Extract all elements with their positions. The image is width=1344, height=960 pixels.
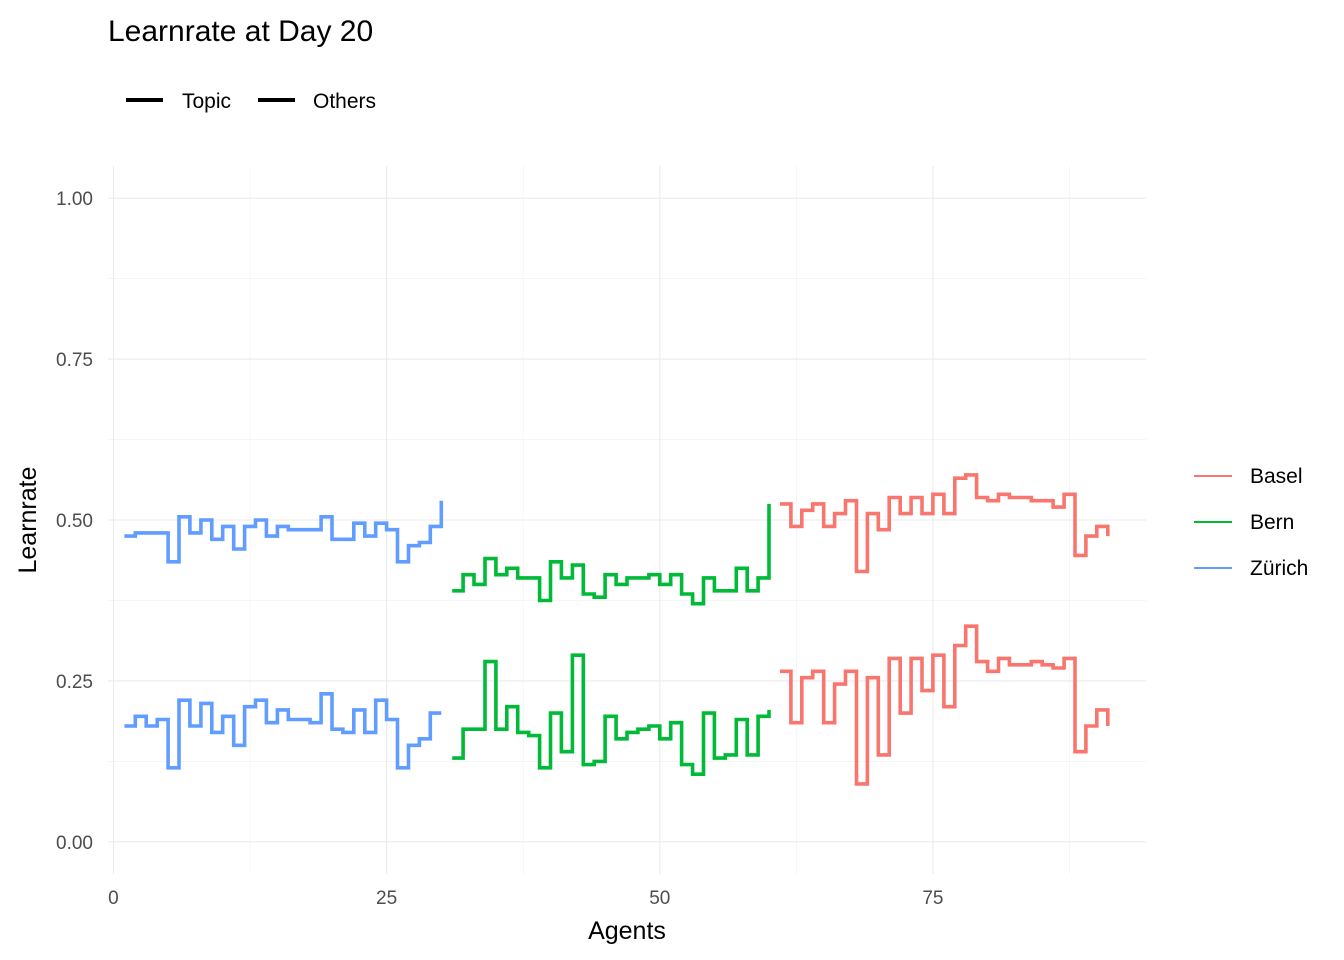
- y-axis-title: Learnrate: [14, 466, 42, 573]
- legend-label-others: Others: [313, 90, 376, 113]
- y-tick-label: 0.75: [56, 350, 93, 371]
- chart-title: Learnrate at Day 20: [108, 15, 373, 48]
- tick-labels: 0 25 50 75 0.00 0.25 0.50 0.75 1.00: [56, 189, 943, 909]
- x-tick-label: 75: [922, 888, 943, 909]
- legend-label-topic: Topic: [182, 90, 231, 113]
- linetype-legend: Topic Others: [126, 90, 376, 113]
- series-layer: [124, 473, 1110, 786]
- series-line-zurich-others: [124, 692, 442, 770]
- x-tick-label: 50: [649, 888, 670, 909]
- y-tick-label: 0.00: [56, 833, 93, 854]
- series-line-zurich-topic: [124, 500, 444, 564]
- color-legend: Basel Bern Zürich: [1194, 465, 1308, 580]
- legend-label-basel: Basel: [1250, 465, 1303, 488]
- legend-label-bern: Bern: [1250, 511, 1294, 534]
- x-tick-label: 25: [376, 888, 397, 909]
- grid: [108, 166, 1146, 874]
- series-line-basel-others: [780, 624, 1110, 786]
- series-line-bern-others: [452, 653, 771, 776]
- y-tick-label: 1.00: [56, 189, 93, 210]
- series-line-basel-topic: [780, 473, 1110, 574]
- x-tick-label: 0: [108, 888, 119, 909]
- legend-label-zurich: Zürich: [1250, 557, 1308, 580]
- y-tick-label: 0.50: [56, 511, 93, 532]
- series-line-bern-topic: [452, 503, 771, 606]
- x-axis-title: Agents: [588, 917, 666, 945]
- y-tick-label: 0.25: [56, 672, 93, 693]
